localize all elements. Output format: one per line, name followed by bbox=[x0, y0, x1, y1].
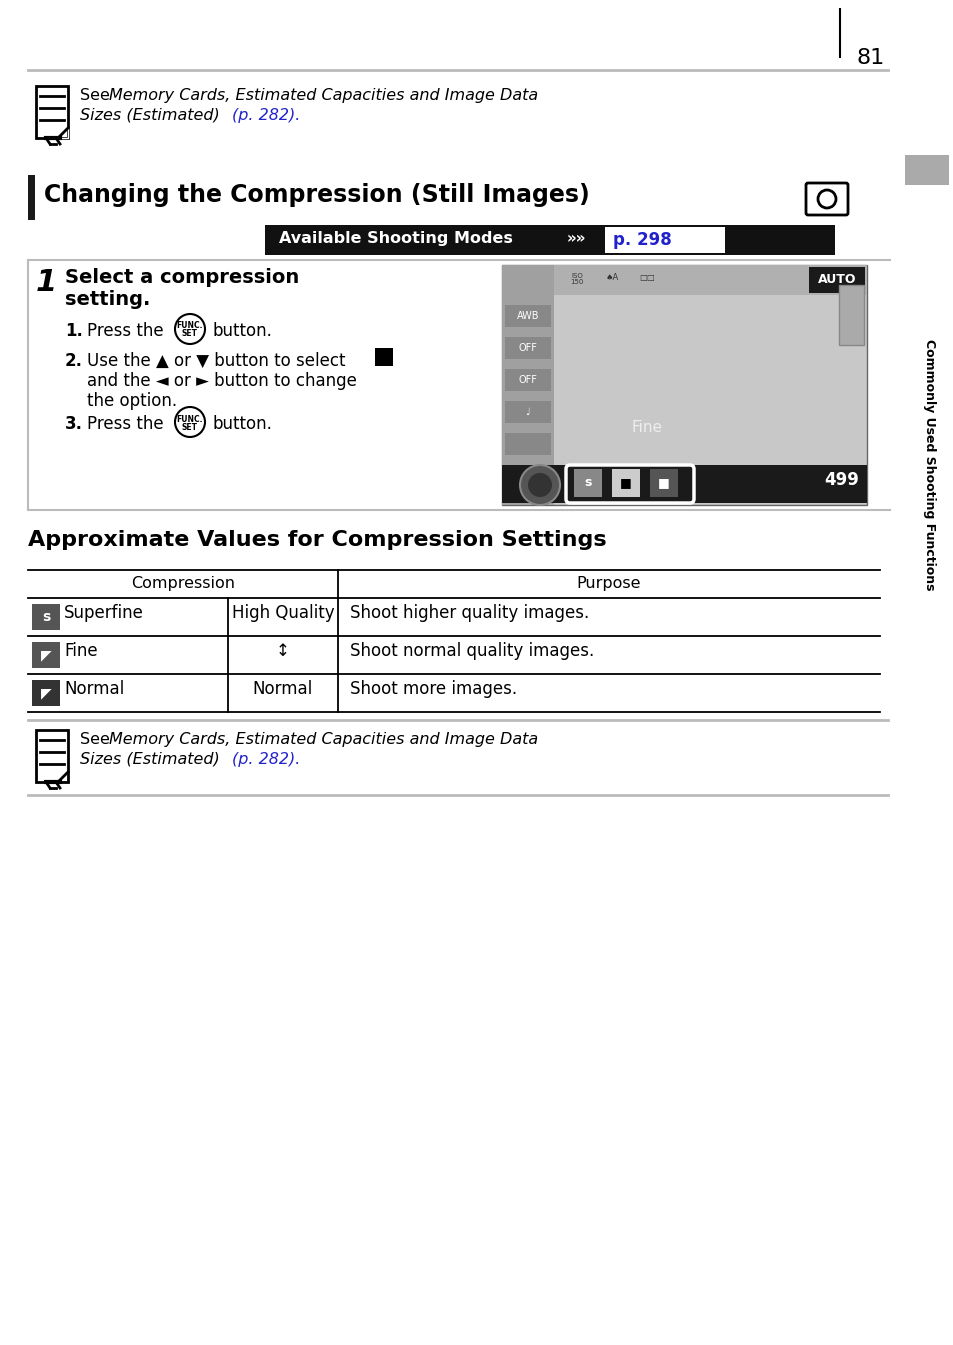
Text: ↕: ↕ bbox=[275, 642, 290, 660]
Text: s: s bbox=[583, 476, 591, 490]
Bar bbox=[375, 348, 393, 366]
Text: 1: 1 bbox=[36, 268, 57, 297]
Bar bbox=[501, 265, 866, 504]
Text: OFF: OFF bbox=[518, 343, 537, 352]
Text: Compression: Compression bbox=[131, 576, 234, 590]
Bar bbox=[554, 265, 866, 295]
Text: Purpose: Purpose bbox=[577, 576, 640, 590]
Text: ♩: ♩ bbox=[525, 408, 530, 417]
Text: ■: ■ bbox=[658, 476, 669, 490]
Text: Shoot normal quality images.: Shoot normal quality images. bbox=[350, 642, 594, 660]
Circle shape bbox=[527, 473, 552, 498]
Text: s: s bbox=[42, 611, 51, 624]
Text: Press the: Press the bbox=[87, 416, 164, 433]
Text: ♠A: ♠A bbox=[605, 273, 618, 282]
Text: ◤: ◤ bbox=[41, 686, 51, 699]
Bar bbox=[612, 469, 639, 498]
Text: button.: button. bbox=[213, 416, 273, 433]
Text: Superfine: Superfine bbox=[64, 604, 144, 621]
Bar bbox=[32, 604, 60, 629]
Bar bbox=[504, 338, 551, 359]
Text: AUTO: AUTO bbox=[817, 273, 856, 286]
Bar bbox=[501, 465, 866, 503]
Text: Sizes (Estimated): Sizes (Estimated) bbox=[80, 108, 225, 122]
Text: Approximate Values for Compression Settings: Approximate Values for Compression Setti… bbox=[28, 530, 606, 550]
Text: Shoot more images.: Shoot more images. bbox=[350, 681, 517, 698]
Text: Normal: Normal bbox=[64, 681, 124, 698]
Text: Memory Cards, Estimated Capacities and Image Data: Memory Cards, Estimated Capacities and I… bbox=[109, 732, 537, 746]
Text: Fine: Fine bbox=[64, 642, 97, 660]
Bar bbox=[504, 305, 551, 327]
Text: FUNC.: FUNC. bbox=[176, 414, 203, 424]
Text: the option.: the option. bbox=[87, 391, 177, 410]
Text: Shoot higher quality images.: Shoot higher quality images. bbox=[350, 604, 589, 621]
Bar bbox=[32, 681, 60, 706]
Bar bbox=[504, 401, 551, 422]
Text: Fine: Fine bbox=[631, 420, 662, 434]
Text: 81: 81 bbox=[856, 48, 884, 69]
Text: See: See bbox=[80, 87, 115, 104]
Text: and the ◄ or ► button to change: and the ◄ or ► button to change bbox=[87, 373, 356, 390]
Text: Press the: Press the bbox=[87, 321, 164, 340]
Text: SET: SET bbox=[182, 330, 198, 339]
Bar bbox=[604, 227, 724, 253]
Text: 2.: 2. bbox=[65, 352, 83, 370]
Text: AWB: AWB bbox=[517, 311, 538, 321]
Text: OFF: OFF bbox=[518, 375, 537, 385]
Text: Normal: Normal bbox=[253, 681, 313, 698]
Text: (p. 282).: (p. 282). bbox=[232, 108, 300, 122]
Bar bbox=[36, 86, 68, 139]
Bar bbox=[36, 730, 68, 781]
Bar bbox=[504, 369, 551, 391]
Bar bbox=[904, 155, 948, 186]
Bar bbox=[501, 265, 554, 504]
Text: (p. 282).: (p. 282). bbox=[232, 752, 300, 767]
Bar bbox=[574, 469, 601, 498]
Text: 1.: 1. bbox=[65, 321, 83, 340]
Text: Changing the Compression (Still Images): Changing the Compression (Still Images) bbox=[44, 183, 589, 207]
Text: FUNC.: FUNC. bbox=[176, 321, 203, 331]
Text: High Quality: High Quality bbox=[232, 604, 334, 621]
Bar bbox=[838, 285, 863, 346]
Bar bbox=[32, 642, 60, 668]
Bar bbox=[649, 469, 678, 498]
Text: button.: button. bbox=[213, 321, 273, 340]
Circle shape bbox=[519, 465, 559, 504]
Text: See: See bbox=[80, 732, 115, 746]
Text: 499: 499 bbox=[823, 471, 858, 490]
Text: Select a compression: Select a compression bbox=[65, 268, 299, 286]
Bar bbox=[504, 433, 551, 455]
Bar bbox=[265, 225, 834, 256]
FancyBboxPatch shape bbox=[805, 183, 847, 215]
Text: Available Shooting Modes: Available Shooting Modes bbox=[278, 231, 513, 246]
Text: p. 298: p. 298 bbox=[613, 231, 671, 249]
Text: Memory Cards, Estimated Capacities and Image Data: Memory Cards, Estimated Capacities and I… bbox=[109, 87, 537, 104]
Text: 3.: 3. bbox=[65, 416, 83, 433]
Text: Use the ▲ or ▼ button to select: Use the ▲ or ▼ button to select bbox=[87, 352, 345, 370]
Text: □□: □□ bbox=[639, 273, 654, 282]
Text: ISO
150: ISO 150 bbox=[570, 273, 583, 285]
Bar bbox=[808, 268, 864, 293]
Text: Commonly Used Shooting Functions: Commonly Used Shooting Functions bbox=[923, 339, 936, 590]
Text: SET: SET bbox=[182, 422, 198, 432]
Text: setting.: setting. bbox=[65, 291, 151, 309]
Bar bbox=[28, 175, 35, 221]
Text: Sizes (Estimated): Sizes (Estimated) bbox=[80, 752, 225, 767]
Text: ◤: ◤ bbox=[41, 648, 51, 662]
Text: »»: »» bbox=[566, 231, 586, 246]
Text: ■: ■ bbox=[619, 476, 631, 490]
